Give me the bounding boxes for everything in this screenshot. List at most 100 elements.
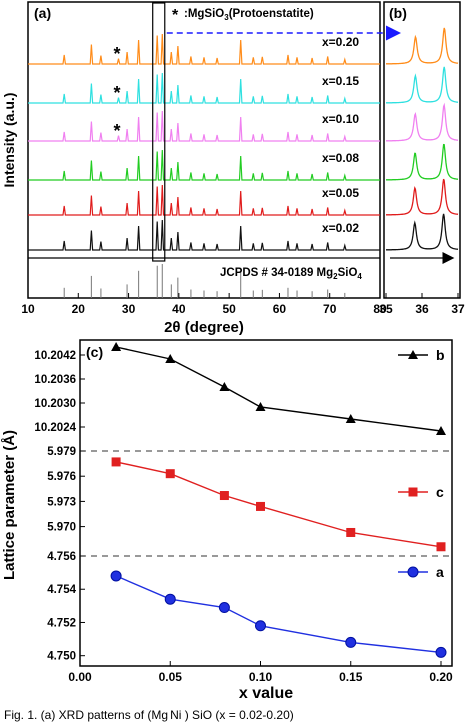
panel-a-ylabel: Intensity (a.u.) (1, 93, 17, 188)
lattice-line-b (115, 346, 442, 432)
lattice-point-c (111, 457, 121, 467)
zoom-patterns (386, 27, 459, 251)
xrd-pattern-line (28, 33, 380, 65)
x-tick-label: 36 (415, 302, 429, 316)
xrd-patterns (28, 33, 380, 251)
legend-marker-b (408, 350, 418, 359)
x-tick-label: 35 (379, 302, 393, 316)
lattice-point-c (436, 542, 446, 552)
y-tick-label: 4.752 (47, 617, 76, 629)
panel-c-yticks: 10.2024 10.2030 10.2036 10.2042 5.970 5.973 5.… (34, 350, 85, 663)
series-label: x=0.10 (322, 112, 359, 126)
x-tick-label: 10 (21, 302, 35, 316)
x-tick-label: 80 (373, 302, 387, 316)
x-tick-label: 60 (273, 302, 287, 316)
legend-label-b: b (436, 347, 445, 363)
panel-a-label: (a) (34, 5, 51, 21)
xrd-pattern-line (28, 184, 380, 216)
xrd-pattern-line (28, 219, 380, 251)
zoom-pattern-line (386, 213, 459, 251)
series-label: x=0.02 (322, 221, 359, 235)
panel-c-frame (79, 339, 453, 667)
lattice-point-a (218, 602, 230, 614)
panel-b-label: (b) (389, 5, 407, 21)
x-tick-label: 20 (72, 302, 86, 316)
lattice-point-c (256, 501, 265, 511)
x-tick-label: 40 (172, 302, 186, 316)
impurity-star: * (114, 44, 121, 64)
panel-c-legend: b c a (398, 347, 445, 580)
panel-a-xlabel: 2θ (degree) (164, 319, 244, 336)
series-label: x=0.20 (322, 35, 359, 49)
x-tick-label: 0.15 (339, 670, 363, 684)
panel-a: * * * x=0.20 x=0.15 x=0.10 x=0.08 x=0.05 x=0.02… (1, 1, 401, 336)
y-tick-label: 5.979 (47, 446, 76, 458)
lattice-line-a (115, 575, 442, 654)
impurity-star: * (114, 121, 121, 141)
reference-label: JCPDS # 34-0189 Mg2SiO4 (220, 267, 362, 281)
zoom-pattern-line (386, 27, 459, 65)
caption: Fig. 1. (a) XRD patterns of (Mg Ni ) SiO … (4, 708, 294, 722)
lattice-point-c (346, 527, 356, 537)
x-tick-label: 0.05 (159, 670, 183, 684)
y-tick-label: 10.2036 (34, 374, 76, 386)
series-labels: x=0.20 x=0.15 x=0.10 x=0.08 x=0.05 x=0.02 (322, 35, 359, 235)
panel-c-xlabel: x value (239, 685, 293, 702)
lattice-point-a (255, 620, 266, 632)
x-tick-label: 30 (122, 302, 136, 316)
lattice-series (110, 342, 447, 658)
x-tick-label: 0.20 (429, 670, 453, 684)
xrd-pattern-line (28, 149, 380, 181)
x-tick-label: 0.10 (249, 670, 273, 684)
lattice-point-a (435, 646, 447, 658)
impurity-legend-star: * (172, 7, 179, 24)
impurity-markers: * * * (114, 44, 121, 141)
panel-b-xticks: 35 36 37 (379, 293, 465, 316)
lattice-point-a (164, 593, 176, 605)
panel-b: (b) 35 36 37 (379, 1, 465, 316)
zoom-pattern-line (386, 66, 458, 104)
lattice-point-b (111, 342, 122, 351)
lattice-point-c (165, 469, 175, 479)
panel-a-xticks: 10 20 30 40 50 60 70 80 (21, 293, 387, 316)
zoom-pattern-line (386, 143, 458, 181)
lattice-point-c (219, 491, 229, 501)
y-tick-label: 10.2024 (34, 422, 76, 434)
y-tick-label: 4.750 (47, 651, 76, 663)
lattice-point-a (110, 570, 122, 582)
y-tick-label: 5.970 (47, 522, 76, 534)
panel-b-frame (383, 1, 461, 299)
xrd-pattern-line (28, 72, 380, 104)
y-tick-label: 5.976 (47, 471, 76, 483)
lattice-point-b (345, 414, 356, 423)
y-tick-label: 4.754 (47, 584, 76, 596)
zoom-region-box (152, 2, 166, 262)
series-label: x=0.15 (322, 74, 359, 88)
impurity-star: * (114, 83, 121, 103)
y-tick-label: 10.2042 (34, 350, 76, 362)
y-tick-label: 4.756 (47, 551, 76, 563)
x-tick-label: 37 (451, 302, 465, 316)
legend-label-a: a (436, 564, 444, 580)
impurity-legend-label: :MgSiO3(Protoenstatite) (184, 8, 314, 22)
reference-sticks (63, 264, 346, 298)
series-label: x=0.08 (322, 151, 359, 165)
xrd-pattern-line (28, 110, 380, 142)
x-tick-label: 50 (222, 302, 236, 316)
legend-marker-a (407, 566, 419, 578)
panel-c: (c) 10.2024 10.2030 10.2036 10.2042 5.970 5.9… (1, 339, 453, 702)
panel-c-xticks: 0.00 0.05 0.10 0.15 0.20 (68, 661, 453, 684)
panel-c-ylabel: Lattice parameter (Å) (1, 430, 18, 580)
lattice-point-b (165, 354, 176, 363)
panel-c-label: (c) (86, 344, 103, 360)
y-tick-label: 10.2030 (34, 398, 76, 410)
legend-label-c: c (436, 484, 444, 500)
lattice-line-c (115, 461, 442, 548)
x-tick-label: 70 (323, 302, 337, 316)
y-tick-label: 5.973 (47, 496, 76, 508)
lattice-point-b (219, 382, 230, 391)
series-label: x=0.05 (322, 186, 359, 200)
zoom-pattern-line (386, 102, 458, 142)
lattice-point-a (345, 636, 357, 648)
